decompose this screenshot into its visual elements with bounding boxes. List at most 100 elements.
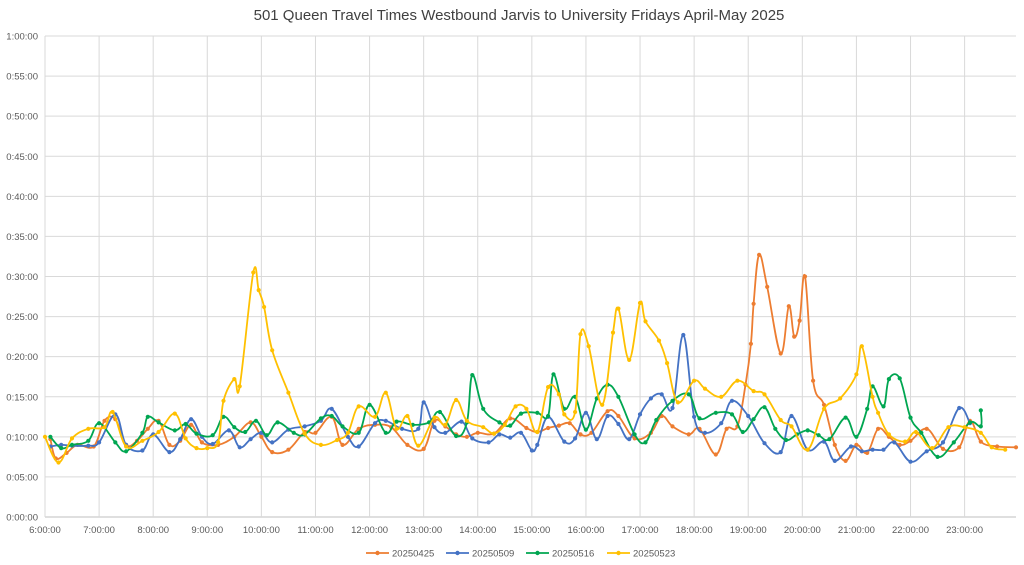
x-tick-label: 6:00:00 [29,525,61,536]
data-point [627,357,632,362]
x-tick-label: 10:00:00 [243,525,280,536]
data-point [748,341,754,346]
legend-item-20250425[interactable]: 20250425 [366,549,434,560]
data-point [291,430,296,435]
data-point [778,450,783,455]
data-point [194,431,199,436]
y-tick-label: 0:30:00 [6,272,38,283]
data-point [335,437,340,443]
data-point [508,435,513,440]
data-point [870,394,875,399]
data-point [805,447,810,452]
data-point [367,402,372,407]
data-point [535,429,540,435]
data-point [524,425,529,431]
legend-item-20250516[interactable]: 20250516 [526,549,594,560]
data-point [189,417,194,422]
series-20250523 [42,266,1008,465]
data-point [383,418,388,423]
data-point [843,458,848,463]
data-point [892,440,897,445]
data-point [697,416,702,421]
data-point [140,448,145,453]
legend-label: 20250516 [552,549,594,560]
data-point [199,440,204,445]
data-point [329,413,334,419]
data-point [735,378,740,383]
x-tick-label: 17:00:00 [622,525,659,536]
data-point [789,413,794,419]
data-point [957,405,962,411]
data-point [978,439,983,444]
x-tick-label: 21:00:00 [838,525,875,536]
data-point [773,426,778,431]
data-point [524,406,529,411]
data-point [908,438,913,443]
data-point [189,422,194,427]
legend-marker [535,550,540,556]
data-point [616,421,621,427]
data-point [481,406,486,411]
data-point [573,436,578,441]
data-point [583,427,589,432]
data-point [529,448,535,453]
data-point [210,441,215,447]
data-point [48,434,53,439]
data-point [778,417,783,423]
data-point [670,398,675,403]
x-tick-label: 14:00:00 [459,525,496,536]
data-point [886,432,892,437]
data-point [518,411,524,416]
data-point [437,409,442,415]
data-point [978,408,983,413]
data-point [908,459,913,464]
data-point [757,252,762,257]
data-point [843,415,848,420]
data-point [210,433,215,438]
data-point [729,412,735,417]
data-point [497,432,502,437]
chart-title: 501 Queen Travel Times Westbound Jarvis … [254,7,785,24]
data-point [421,446,426,451]
y-tick-label: 1:00:00 [6,32,38,43]
legend-item-20250509[interactable]: 20250509 [446,549,514,560]
data-point [859,344,864,349]
data-point [648,396,654,401]
data-point [470,436,475,441]
data-point [586,344,591,349]
x-axis-ticks: 6:00:00 7:00:00 8:00:00 9:00:00 10:00:00 11:0… [29,525,983,536]
data-point [802,274,808,279]
data-point [610,330,616,335]
data-point [940,440,946,445]
data-point [784,437,789,443]
data-point [313,430,318,435]
data-point [797,318,802,323]
data-point [627,437,632,442]
data-point [535,442,540,447]
data-point [459,419,464,424]
data-point [854,434,859,439]
data-point [1003,447,1008,452]
data-point [675,400,681,405]
data-point [405,442,410,447]
data-point [475,430,480,435]
data-point [686,392,691,397]
data-point [513,404,518,409]
data-point [632,432,637,437]
x-tick-label: 12:00:00 [351,525,388,536]
data-point [167,442,172,447]
legend-item-20250523[interactable]: 20250523 [607,549,675,560]
data-point [903,439,908,444]
data-point [762,405,767,410]
data-point [821,406,827,411]
data-point [251,270,256,275]
data-point [264,433,269,438]
data-point [345,430,350,435]
data-point [454,433,459,439]
data-point [567,421,572,426]
data-point [838,396,843,401]
data-point [443,422,448,427]
data-point [786,304,791,309]
legend[interactable]: 20250425 20250509 20250516 20250523 [366,549,675,560]
x-tick-label: 22:00:00 [892,525,929,536]
